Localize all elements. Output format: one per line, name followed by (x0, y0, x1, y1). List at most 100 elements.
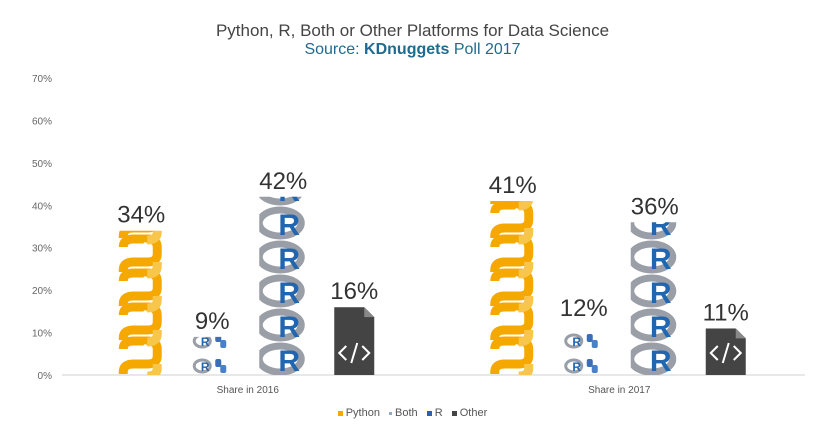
python-eye (143, 344, 148, 348)
mini-r-ring (192, 336, 212, 349)
y-tick-label: 50% (32, 159, 52, 170)
r-letter: R (650, 345, 672, 378)
r-ring (630, 240, 677, 274)
file-fold (364, 307, 375, 318)
bar-both-2017: RRR (564, 333, 598, 374)
python-coil-light (518, 330, 534, 347)
python-eye (143, 310, 148, 314)
python-coil (490, 336, 534, 374)
python-coil (118, 234, 162, 272)
legend-item-python: Python (337, 407, 380, 419)
y-tick-label: 20% (32, 286, 52, 297)
r-ring (630, 308, 677, 342)
python-coil-light (147, 230, 162, 245)
data-label-other: 11% (703, 299, 749, 326)
r-ring (259, 206, 305, 240)
data-label-python: 34% (117, 202, 165, 229)
legend-label-python: Python (345, 407, 380, 419)
r-letter: R (278, 175, 300, 208)
mini-python-blue-2 (220, 365, 227, 373)
r-ring (630, 274, 677, 308)
python-eye (143, 242, 148, 246)
python-coil-light (147, 330, 162, 347)
mini-r-ring (192, 358, 212, 374)
python-coil (118, 302, 162, 340)
python-coil (118, 336, 162, 374)
python-coil-light (518, 262, 534, 279)
python-coil-light (518, 201, 533, 211)
legend-swatch-other (451, 410, 457, 416)
r-letter: R (650, 209, 672, 242)
r-letter: R (650, 277, 672, 310)
subtitle-brand: KDnuggets (364, 41, 450, 58)
data-label-r: 42% (259, 168, 307, 195)
r-ring (259, 274, 305, 308)
mini-python-blue (586, 334, 593, 342)
y-tick-label: 30% (32, 244, 52, 255)
mini-python-blue-2 (220, 340, 227, 348)
legend-swatch-r (426, 410, 432, 416)
python-coil-light (147, 296, 162, 313)
mini-r-ring (564, 358, 584, 374)
r-ring (630, 222, 677, 240)
python-coil-light (147, 262, 162, 279)
data-label-both: 12% (560, 295, 608, 322)
bar-other-2016 (334, 307, 375, 375)
data-label-python: 41% (489, 172, 537, 199)
code-brackets (709, 342, 743, 364)
code-brackets (337, 342, 371, 364)
r-letter: R (278, 209, 300, 242)
mini-r-letter: R (201, 335, 210, 349)
y-tick-label: 40% (32, 201, 52, 212)
r-and-python-icon: RR (192, 335, 227, 374)
python-coil (490, 234, 534, 272)
legend-label-both: Both (395, 407, 418, 419)
mini-python-blue (215, 359, 222, 367)
bar-python-2017 (490, 201, 534, 375)
python-coil (490, 302, 534, 340)
data-label-r: 36% (631, 193, 679, 220)
y-tick-label: 0% (38, 371, 53, 382)
chart-plot: 0% 10% 20% 30% 40% 50% 60% 70% Share in 2016 34% R… (32, 74, 805, 396)
file-fold (735, 328, 746, 339)
r-ring (630, 342, 677, 375)
r-letter: R (650, 243, 672, 276)
python-eye (514, 310, 519, 314)
chart-legend: Python Both R Other (0, 407, 825, 419)
r-letter: R (278, 243, 300, 276)
python-coil (490, 268, 534, 306)
mini-r-letter: R (572, 335, 581, 349)
python-eye (514, 276, 519, 280)
python-coil (490, 201, 534, 238)
mini-python-blue-2 (591, 340, 598, 348)
python-coil (118, 268, 162, 306)
python-coil-light (518, 364, 534, 375)
bar-other-2017 (705, 328, 746, 375)
legend-label-r: R (434, 407, 443, 419)
file-body (334, 307, 375, 375)
mini-python-blue (215, 336, 222, 342)
python-coil-light (147, 364, 162, 375)
code-file-icon (334, 307, 375, 375)
r-letter: R (278, 277, 300, 310)
x-tick-label: Share in 2017 (588, 385, 651, 396)
mini-r-ring (564, 333, 584, 349)
python-logo-icon (490, 201, 534, 375)
r-letter: R (278, 345, 300, 378)
mini-python-blue-2 (591, 365, 598, 373)
data-label-other: 16% (330, 278, 378, 305)
legend-swatch-python (337, 410, 343, 416)
chart-title: Python, R, Both or Other Platforms for D… (215, 21, 610, 40)
legend-item-r: R (426, 407, 443, 419)
x-tick-label: Share in 2016 (217, 385, 280, 396)
mini-r-letter: R (201, 360, 210, 374)
r-ring (259, 342, 305, 375)
y-tick-label: 10% (32, 329, 52, 340)
python-eye (514, 344, 519, 348)
r-and-python-icon: RRR (564, 333, 598, 374)
python-coil-light (518, 296, 534, 313)
